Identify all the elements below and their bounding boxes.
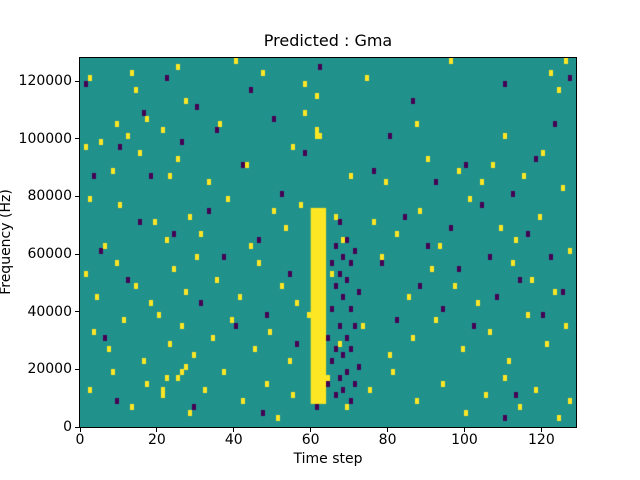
x-tick-label: 100 [451,432,478,448]
y-tick-label: 40000 [27,303,72,320]
y-tick-label: 20000 [27,361,72,378]
y-tick-mark [75,311,79,313]
plot-area [79,57,577,428]
heatmap-canvas [80,58,576,427]
x-tick-label: 0 [75,432,85,448]
y-tick-mark [75,138,79,140]
x-tick-mark [387,428,389,432]
y-tick-label: 0 [63,419,72,435]
y-tick-mark [75,195,79,197]
x-tick-mark [156,428,158,432]
x-tick-mark [79,428,81,432]
x-tick-label: 80 [378,432,397,448]
x-tick-label: 120 [528,432,555,448]
x-tick-mark [463,428,465,432]
y-tick-label: 80000 [27,188,72,205]
y-axis-label: Frequency (Hz) [0,189,14,295]
x-tick-label: 40 [224,432,243,448]
x-tick-mark [310,428,312,432]
y-tick-label: 120000 [18,73,72,90]
y-tick-mark [75,80,79,82]
x-tick-label: 20 [147,432,166,448]
y-tick-mark [75,426,79,428]
y-tick-mark [75,368,79,370]
x-tick-mark [233,428,235,432]
y-tick-mark [75,253,79,255]
y-tick-label: 100000 [18,130,72,147]
x-tick-mark [540,428,542,432]
x-tick-label: 60 [301,432,320,448]
chart-title: Predicted : Gma [263,31,393,50]
x-axis-label: Time step [293,451,363,467]
y-tick-label: 60000 [27,246,72,263]
